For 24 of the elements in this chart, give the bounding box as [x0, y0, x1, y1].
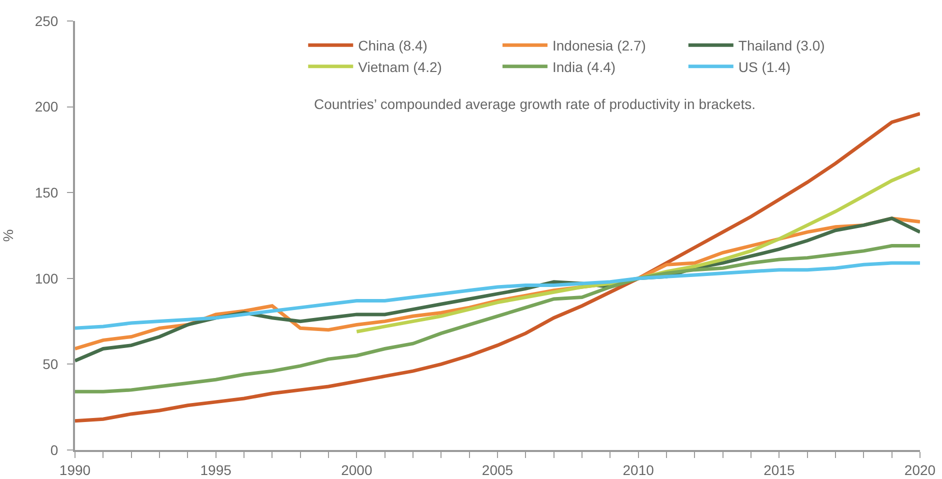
x-tick-label: 1995: [200, 462, 232, 478]
x-tick-label: 2020: [904, 462, 936, 478]
legend-label: Vietnam (4.2): [358, 58, 442, 75]
line-series: [75, 244, 920, 394]
y-tick-label: 50: [42, 356, 58, 372]
legend-label: India (4.4): [552, 58, 616, 75]
y-axis-title: %: [0, 229, 16, 242]
x-tick-label: 2010: [622, 462, 654, 478]
y-tick-label: 250: [34, 12, 58, 29]
y-tick-label: 150: [34, 184, 58, 200]
annotation: Countries’ compounded average growth rate of productivity in brackets.: [314, 96, 756, 112]
x-tick-label: 2000: [341, 462, 372, 478]
x-tick-label: 2005: [482, 462, 514, 478]
line-series: [75, 112, 920, 423]
y-tick-label: 200: [34, 98, 58, 115]
legend-label: Thailand (3.0): [738, 38, 825, 54]
line-series: [75, 261, 920, 330]
x-tick-label: 2015: [764, 462, 795, 478]
legend-label: Indonesia (2.7): [552, 38, 646, 54]
y-tick-label: 0: [50, 442, 58, 458]
legend-label: US (1.4): [738, 58, 791, 75]
y-tick-label: 100: [34, 270, 58, 286]
x-tick-label: 1990: [59, 462, 91, 478]
legend-label: China (8.4): [358, 38, 428, 54]
